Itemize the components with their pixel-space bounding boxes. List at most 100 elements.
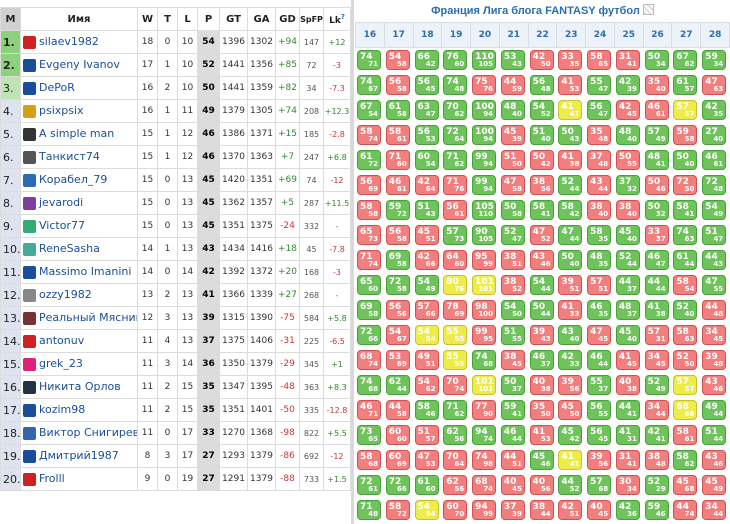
- team-name-link[interactable]: A simple man: [39, 127, 115, 141]
- match-score-badge[interactable]: 58 41: [529, 200, 554, 220]
- team-name-cell[interactable]: DePoR: [20, 76, 138, 100]
- match-score-badge[interactable]: 57 57: [673, 100, 698, 120]
- match-score-badge[interactable]: 45 49: [702, 475, 727, 495]
- match-score-badge[interactable]: 60 54: [414, 150, 439, 170]
- match-score-badge[interactable]: 46 61: [644, 100, 669, 120]
- team-name-link[interactable]: psixpsix: [39, 104, 84, 118]
- match-score-badge[interactable]: 39 56: [558, 375, 583, 395]
- match-score-badge[interactable]: 61 44: [673, 250, 698, 270]
- match-score-badge[interactable]: 52 44: [558, 175, 583, 195]
- match-score-badge[interactable]: 39 51: [558, 275, 583, 295]
- match-score-badge[interactable]: 51 55: [500, 325, 525, 345]
- round-header[interactable]: 28: [700, 22, 730, 48]
- match-score-badge[interactable]: 68 68: [673, 400, 698, 420]
- match-score-badge[interactable]: 31 41: [615, 450, 640, 470]
- standings-row[interactable]: 8. jevarodi 15 0 13 45 1362 1357 +5 287 +11.5: [0, 191, 351, 215]
- match-score-badge[interactable]: 33 35: [558, 50, 583, 70]
- match-score-badge[interactable]: 39 56: [587, 450, 612, 470]
- match-score-badge[interactable]: 48 41: [644, 150, 669, 170]
- match-score-badge[interactable]: 54 67: [385, 325, 410, 345]
- standings-row[interactable]: 10. ReneSasha 14 1 13 43 1434 1416 +18 45 -7.8: [0, 237, 351, 261]
- match-score-badge[interactable]: 51 43: [414, 200, 439, 220]
- match-score-badge[interactable]: 44 52: [558, 475, 583, 495]
- match-score-badge[interactable]: 40 38: [615, 375, 640, 395]
- match-score-badge[interactable]: 38 52: [500, 275, 525, 295]
- match-score-badge[interactable]: 58 54: [673, 275, 698, 295]
- match-score-badge[interactable]: 55 55: [443, 325, 468, 345]
- match-score-badge[interactable]: 48 40: [500, 100, 525, 120]
- match-score-badge[interactable]: 38 45: [500, 350, 525, 370]
- match-score-badge[interactable]: 38 51: [500, 250, 525, 270]
- match-score-badge[interactable]: 38 44: [529, 500, 554, 520]
- match-score-badge[interactable]: 71 74: [357, 250, 381, 270]
- team-name-cell[interactable]: Виктор Снигирев: [20, 421, 138, 445]
- match-score-badge[interactable]: 58 74: [357, 125, 381, 145]
- match-score-badge[interactable]: 64 60: [443, 250, 468, 270]
- team-name-link[interactable]: Victor77: [39, 219, 85, 233]
- standings-row[interactable]: 14. antonuv 11 4 13 37 1375 1406 -31 225 -6.5: [0, 329, 351, 353]
- team-name-link[interactable]: Massimo Imanini: [39, 265, 132, 279]
- match-score-badge[interactable]: 46 71: [357, 400, 381, 420]
- col-header-name[interactable]: Имя: [20, 7, 138, 31]
- match-score-badge[interactable]: 58 72: [385, 500, 410, 520]
- match-score-badge[interactable]: 42 64: [414, 175, 439, 195]
- match-score-badge[interactable]: 57 57: [673, 375, 698, 395]
- match-score-badge[interactable]: 75 76: [472, 75, 497, 95]
- match-score-badge[interactable]: 46 61: [702, 150, 727, 170]
- standings-row[interactable]: 12. ozzy1982 13 2 13 41 1366 1339 +27 268-: [0, 283, 351, 307]
- match-score-badge[interactable]: 59 46: [644, 500, 669, 520]
- standings-row[interactable]: 9. Victor77 15 0 13 45 1351 1375 -24 332-: [0, 214, 351, 238]
- match-score-badge[interactable]: 41 45: [615, 350, 640, 370]
- team-name-link[interactable]: Корабел_79: [39, 173, 108, 187]
- match-score-badge[interactable]: 70 74: [443, 375, 468, 395]
- col-header-spfp[interactable]: SpFP: [299, 7, 324, 31]
- team-name-link[interactable]: Реальный Мясник: [39, 311, 138, 325]
- match-score-badge[interactable]: 45 42: [558, 425, 583, 445]
- round-header[interactable]: 17: [383, 22, 414, 48]
- match-score-badge[interactable]: 40 56: [529, 475, 554, 495]
- match-score-badge[interactable]: 57 51: [587, 275, 612, 295]
- standings-row[interactable]: 5. A simple man 15 1 12 46 1386 1371 +15 185 -2.8: [0, 122, 351, 146]
- match-score-badge[interactable]: 63 47: [414, 100, 439, 120]
- col-header-ties[interactable]: T: [157, 7, 178, 31]
- match-score-badge[interactable]: 74 68: [357, 375, 381, 395]
- match-score-badge[interactable]: 49 51: [414, 350, 439, 370]
- match-score-badge[interactable]: 48 40: [615, 125, 640, 145]
- match-score-badge[interactable]: 44 41: [615, 400, 640, 420]
- match-score-badge[interactable]: 46 47: [644, 250, 669, 270]
- match-score-badge[interactable]: 43 46: [702, 450, 727, 470]
- col-header-goal-diff[interactable]: GD: [275, 7, 300, 31]
- match-score-badge[interactable]: 56 47: [587, 100, 612, 120]
- match-score-badge[interactable]: 57 66: [414, 300, 439, 320]
- team-name-cell[interactable]: Evgeny Ivanov: [20, 53, 138, 77]
- match-score-badge[interactable]: 37 48: [587, 150, 612, 170]
- match-score-badge[interactable]: 45 40: [615, 225, 640, 245]
- match-score-badge[interactable]: 56 69: [357, 175, 381, 195]
- match-score-badge[interactable]: 40 38: [529, 375, 554, 395]
- round-header[interactable]: 23: [556, 22, 587, 48]
- match-score-badge[interactable]: 50 58: [500, 200, 525, 220]
- match-score-badge[interactable]: 58 65: [587, 50, 612, 70]
- match-score-badge[interactable]: 35 40: [644, 75, 669, 95]
- standings-row[interactable]: 15. grek_23 11 3 14 36 1350 1379 -29 345 +1: [0, 352, 351, 376]
- match-score-badge[interactable]: 74 71: [357, 50, 381, 70]
- team-name-cell[interactable]: Никита Орлов: [20, 375, 138, 399]
- match-score-badge[interactable]: 59 72: [385, 200, 410, 220]
- match-score-badge[interactable]: 58 63: [673, 325, 698, 345]
- match-score-badge[interactable]: 53 69: [385, 350, 410, 370]
- match-score-badge[interactable]: 61 72: [357, 150, 381, 170]
- round-header[interactable]: 20: [470, 22, 500, 48]
- team-name-link[interactable]: antonuv: [39, 334, 85, 348]
- match-score-badge[interactable]: 57 31: [644, 325, 669, 345]
- standings-row[interactable]: 16. Никита Орлов 11 2 15 35 1347 1395 -48 363 +8.3: [0, 375, 351, 399]
- match-score-badge[interactable]: 42 66: [414, 250, 439, 270]
- match-score-badge[interactable]: 52 40: [673, 300, 698, 320]
- match-score-badge[interactable]: 72 50: [673, 175, 698, 195]
- match-score-badge[interactable]: 44 44: [644, 275, 669, 295]
- team-name-cell[interactable]: Реальный Мясник: [20, 306, 138, 330]
- match-score-badge[interactable]: 51 57: [414, 425, 439, 445]
- match-score-badge[interactable]: 60 60: [385, 425, 410, 445]
- standings-row[interactable]: 1. silaev1982 18 0 10 54 1396 1302 +94 147 +12: [0, 30, 351, 54]
- match-score-badge[interactable]: 56 45: [587, 425, 612, 445]
- match-score-badge[interactable]: 37 39: [500, 500, 525, 520]
